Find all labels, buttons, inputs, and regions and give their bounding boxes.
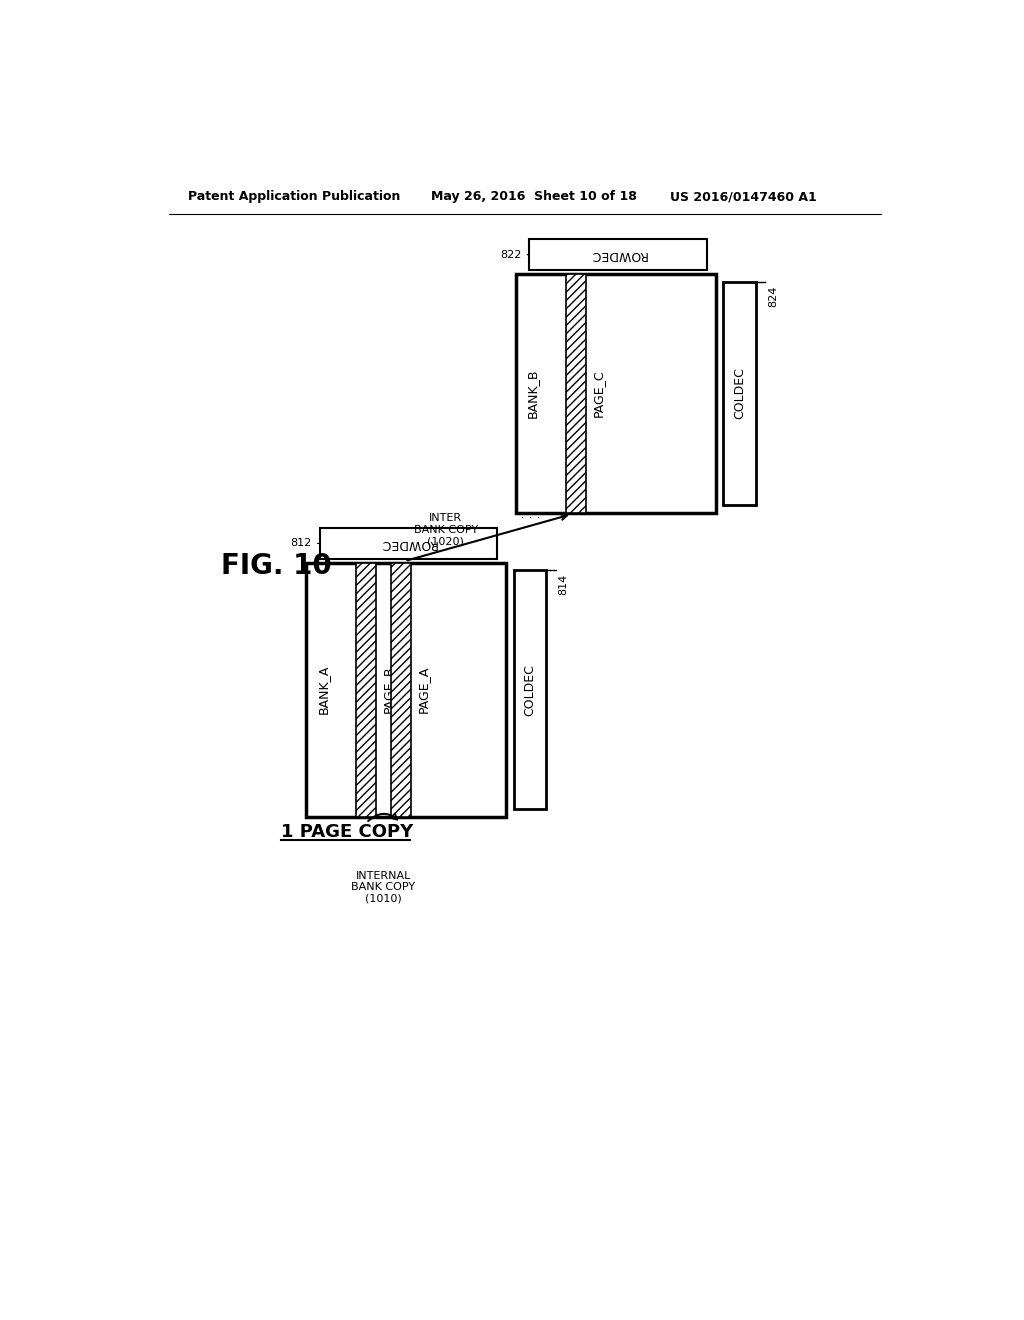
Text: 1 PAGE COPY: 1 PAGE COPY bbox=[281, 824, 413, 841]
Text: PAGE_B: PAGE_B bbox=[382, 667, 395, 713]
Text: COLDEC: COLDEC bbox=[733, 367, 746, 420]
Text: 814: 814 bbox=[559, 574, 568, 595]
Text: ROWDEC: ROWDEC bbox=[380, 537, 437, 550]
Bar bbox=[565, 275, 586, 512]
Text: 822: 822 bbox=[500, 249, 529, 260]
Text: BANK_A: BANK_A bbox=[316, 665, 330, 714]
Text: INTER
BANK COPY
(1020): INTER BANK COPY (1020) bbox=[414, 513, 478, 546]
Bar bbox=[724, 281, 756, 506]
Text: PAGE_A: PAGE_A bbox=[417, 667, 430, 713]
Text: COLDEC: COLDEC bbox=[523, 664, 537, 715]
Bar bbox=[529, 239, 707, 271]
Bar bbox=[356, 562, 376, 817]
Bar bbox=[515, 275, 716, 512]
Text: INTERNAL
BANK COPY
(1010): INTERNAL BANK COPY (1010) bbox=[351, 871, 416, 904]
Text: US 2016/0147460 A1: US 2016/0147460 A1 bbox=[670, 190, 816, 203]
Bar bbox=[514, 570, 547, 809]
Text: BANK_B: BANK_B bbox=[526, 368, 539, 418]
Bar bbox=[391, 562, 411, 817]
Text: ROWDEC: ROWDEC bbox=[590, 248, 646, 261]
Text: Patent Application Publication: Patent Application Publication bbox=[188, 190, 400, 203]
Bar bbox=[306, 562, 506, 817]
Bar bbox=[319, 528, 497, 558]
Text: . . .: . . . bbox=[520, 508, 541, 521]
Text: 824: 824 bbox=[768, 285, 778, 306]
Text: May 26, 2016  Sheet 10 of 18: May 26, 2016 Sheet 10 of 18 bbox=[431, 190, 637, 203]
Text: FIG. 10: FIG. 10 bbox=[221, 553, 332, 581]
Text: PAGE_C: PAGE_C bbox=[592, 370, 604, 417]
Text: 812: 812 bbox=[291, 539, 319, 548]
